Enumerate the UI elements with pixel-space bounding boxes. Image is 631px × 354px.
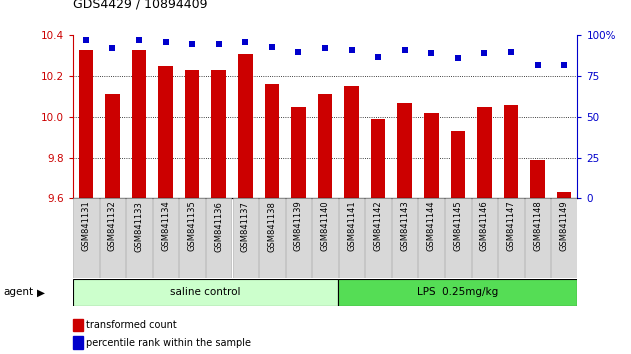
Text: percentile rank within the sample: percentile rank within the sample xyxy=(86,338,251,348)
Text: saline control: saline control xyxy=(170,287,240,297)
Point xyxy=(293,49,304,55)
Bar xyxy=(557,192,572,198)
Bar xyxy=(371,119,386,198)
FancyBboxPatch shape xyxy=(338,279,577,306)
FancyBboxPatch shape xyxy=(126,198,151,278)
Bar xyxy=(530,160,545,198)
Point xyxy=(426,51,436,56)
Point xyxy=(214,41,224,46)
Point xyxy=(453,55,463,61)
Bar xyxy=(105,95,120,198)
Point xyxy=(559,62,569,68)
FancyBboxPatch shape xyxy=(498,198,524,278)
Point xyxy=(81,38,91,43)
Text: GSM841140: GSM841140 xyxy=(321,201,329,251)
Text: GSM841144: GSM841144 xyxy=(427,201,436,251)
Point xyxy=(160,39,170,45)
Text: GSM841142: GSM841142 xyxy=(374,201,382,251)
Text: GSM841137: GSM841137 xyxy=(241,201,250,251)
Text: GSM841141: GSM841141 xyxy=(347,201,356,251)
FancyBboxPatch shape xyxy=(179,198,205,278)
Text: GSM841132: GSM841132 xyxy=(108,201,117,251)
FancyBboxPatch shape xyxy=(525,198,550,278)
FancyBboxPatch shape xyxy=(339,198,364,278)
Text: GSM841131: GSM841131 xyxy=(81,201,90,251)
Text: GSM841136: GSM841136 xyxy=(214,201,223,251)
FancyBboxPatch shape xyxy=(259,198,285,278)
Text: GSM841138: GSM841138 xyxy=(268,201,276,251)
Text: GSM841143: GSM841143 xyxy=(400,201,409,251)
Text: GSM841147: GSM841147 xyxy=(507,201,516,251)
Text: GSM841134: GSM841134 xyxy=(161,201,170,251)
Bar xyxy=(185,70,199,198)
Text: GDS4429 / 10894409: GDS4429 / 10894409 xyxy=(73,0,207,11)
Text: GSM841139: GSM841139 xyxy=(294,201,303,251)
FancyBboxPatch shape xyxy=(392,198,418,278)
Point xyxy=(533,62,543,68)
Point xyxy=(240,39,251,45)
Text: GSM841146: GSM841146 xyxy=(480,201,489,251)
Bar xyxy=(238,54,252,198)
Text: LPS  0.25mg/kg: LPS 0.25mg/kg xyxy=(417,287,498,297)
Bar xyxy=(132,50,146,198)
Bar xyxy=(317,95,333,198)
FancyBboxPatch shape xyxy=(312,198,338,278)
Point xyxy=(320,46,330,51)
Point xyxy=(267,44,277,50)
Bar xyxy=(398,103,412,198)
Text: GSM841148: GSM841148 xyxy=(533,201,542,251)
Text: ▶: ▶ xyxy=(37,287,45,297)
Bar xyxy=(424,113,439,198)
Bar xyxy=(504,104,518,198)
FancyBboxPatch shape xyxy=(286,198,311,278)
Point xyxy=(373,54,383,59)
Bar xyxy=(78,50,93,198)
Point xyxy=(134,38,144,43)
Bar xyxy=(451,131,465,198)
Point xyxy=(187,41,197,46)
FancyBboxPatch shape xyxy=(100,198,125,278)
Point xyxy=(480,51,490,56)
FancyBboxPatch shape xyxy=(365,198,391,278)
FancyBboxPatch shape xyxy=(73,198,98,278)
Text: GSM841149: GSM841149 xyxy=(560,201,569,251)
Text: GSM841145: GSM841145 xyxy=(453,201,463,251)
FancyBboxPatch shape xyxy=(418,198,444,278)
Bar xyxy=(477,107,492,198)
Bar xyxy=(211,70,226,198)
FancyBboxPatch shape xyxy=(206,198,232,278)
Bar xyxy=(158,66,173,198)
FancyBboxPatch shape xyxy=(445,198,471,278)
Text: GSM841135: GSM841135 xyxy=(187,201,197,251)
FancyBboxPatch shape xyxy=(153,198,179,278)
Bar xyxy=(345,86,359,198)
FancyBboxPatch shape xyxy=(73,279,338,306)
Bar xyxy=(73,336,83,349)
Point xyxy=(506,49,516,55)
Point xyxy=(107,46,117,51)
Text: transformed count: transformed count xyxy=(86,320,177,330)
FancyBboxPatch shape xyxy=(232,198,258,278)
Point xyxy=(346,47,357,53)
FancyBboxPatch shape xyxy=(551,198,577,278)
Text: GSM841133: GSM841133 xyxy=(134,201,143,251)
Point xyxy=(399,47,410,53)
Text: agent: agent xyxy=(3,287,33,297)
FancyBboxPatch shape xyxy=(471,198,497,278)
Bar xyxy=(264,84,279,198)
Bar xyxy=(291,107,305,198)
Bar xyxy=(73,319,83,331)
